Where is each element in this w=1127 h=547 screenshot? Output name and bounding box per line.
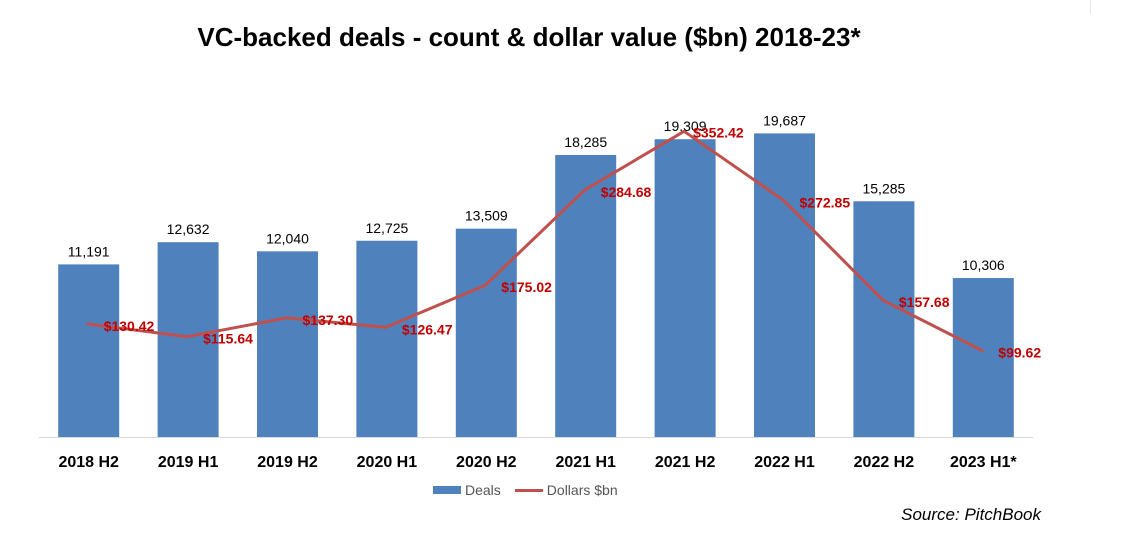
line-data-label: $115.64 xyxy=(203,331,253,347)
bar-deals xyxy=(853,201,915,437)
line-dollars xyxy=(86,129,984,353)
legend-label-deals: Deals xyxy=(465,482,501,498)
x-tick-label: 2023 H1* xyxy=(950,454,1017,471)
line-data-label: $99.62 xyxy=(998,345,1041,361)
line-data-label: $284.68 xyxy=(601,184,652,200)
x-tick-label: 2022 H2 xyxy=(854,454,915,471)
corner-divider xyxy=(1090,0,1091,14)
bar-data-label: 11,191 xyxy=(68,243,110,259)
chart-legend: Deals Dollars $bn xyxy=(433,482,632,498)
bar-data-label: 18,285 xyxy=(564,134,607,150)
x-tick-label: 2022 H1 xyxy=(754,454,815,471)
legend-item-dollars: Dollars $bn xyxy=(514,482,618,498)
bar-data-label: 12,632 xyxy=(167,221,210,237)
legend-label-dollars: Dollars $bn xyxy=(546,482,618,498)
bar-deals xyxy=(356,240,418,437)
line-data-label: $272.85 xyxy=(800,194,851,210)
x-tick-label: 2018 H2 xyxy=(58,454,119,471)
source-note: Source: PitchBook xyxy=(901,505,1041,524)
legend-item-deals: Deals xyxy=(433,482,501,498)
bar-data-label: 10,306 xyxy=(962,257,1005,273)
bar-data-label: 12,725 xyxy=(365,220,408,236)
bar-data-label: 19,687 xyxy=(763,112,806,128)
line-data-label: $175.02 xyxy=(501,279,552,295)
legend-swatch-dollars xyxy=(514,488,543,492)
bar-deals xyxy=(257,251,318,437)
x-tick-label: 2019 H1 xyxy=(158,454,219,471)
x-tick-label: 2021 H2 xyxy=(655,454,716,471)
bar-data-label: 12,040 xyxy=(266,230,309,246)
bar-deals xyxy=(654,139,716,437)
chart-title: VC-backed deals - count & dollar value (… xyxy=(197,22,861,52)
x-tick-label: 2019 H2 xyxy=(257,454,318,471)
line-data-label: $126.47 xyxy=(402,321,453,337)
bar-deals xyxy=(58,264,120,437)
bar-data-label: 19,309 xyxy=(664,118,707,134)
x-tick-label: 2021 H1 xyxy=(555,454,616,471)
line-data-label: $130.42 xyxy=(104,318,155,334)
bar-data-label: 15,285 xyxy=(862,180,905,196)
line-data-label: $157.68 xyxy=(899,294,950,310)
x-tick-label: 2020 H1 xyxy=(357,454,418,471)
bar-deals xyxy=(555,155,617,437)
line-data-label: $352.42 xyxy=(693,124,744,140)
bar-deals xyxy=(455,228,517,437)
line-data-label: $137.30 xyxy=(303,312,354,328)
bar-data-label: 13,509 xyxy=(465,208,508,224)
x-tick-label: 2020 H2 xyxy=(456,454,517,471)
bar-deals xyxy=(157,242,219,437)
legend-swatch-deals xyxy=(433,486,461,494)
bar-deals xyxy=(952,278,1014,437)
bar-deals xyxy=(754,133,815,438)
